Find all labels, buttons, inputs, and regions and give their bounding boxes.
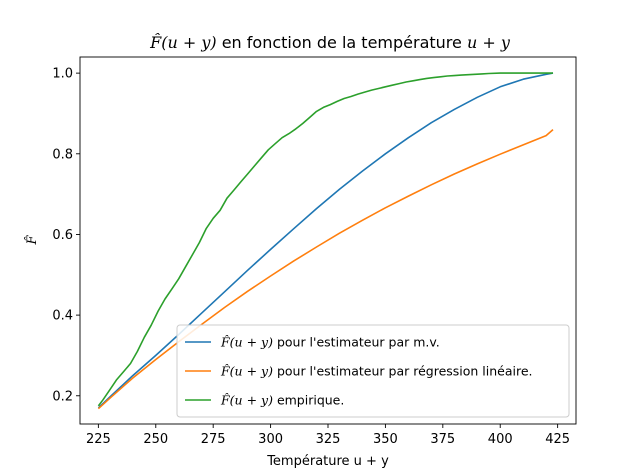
legend-entry-label: empirique.: [273, 393, 344, 408]
legend-entry-math: F̂(u + y): [220, 334, 273, 349]
x-tick-label: 425: [545, 432, 570, 447]
chart-title-math: F̂(u + y): [149, 33, 217, 52]
x-tick-label: 250: [143, 432, 168, 447]
x-tick-label: 350: [373, 432, 398, 447]
x-tick-label: 300: [258, 432, 283, 447]
y-tick-label: 0.4: [52, 309, 73, 324]
legend-entry-label: pour l'estimateur par régression linéair…: [273, 364, 533, 379]
legend-entry-label: pour l'estimateur par m.v.: [273, 335, 440, 350]
y-tick-label: 0.6: [52, 228, 73, 243]
chart-title: F̂(u + y) en fonction de la température …: [149, 33, 511, 52]
plot-area: 225 250 275 300 325 350 375 400 425 0.2 0.4 0.6 0.8 1…: [52, 56, 577, 447]
series-line-1: [97, 128, 554, 410]
x-tick-label: 225: [86, 432, 111, 447]
legend-entry-math: F̂(u + y): [220, 392, 273, 407]
legend-entry-2: F̂(u + y) empirique.: [220, 392, 344, 407]
y-tick-label: 0.8: [52, 147, 73, 162]
legend: F̂(u + y) pour l'estimateur par m.v.F̂(u…: [176, 324, 570, 418]
x-axis-label: Température u + y: [266, 454, 389, 469]
y-tick-label: 0.2: [52, 389, 73, 404]
y-axis-label: F̂: [24, 235, 40, 246]
x-tick-label: 375: [430, 432, 455, 447]
y-tick-label: 1.0: [52, 67, 73, 82]
series-line-0: [97, 72, 554, 409]
series-line-2: [97, 72, 553, 407]
chart-title-math2: u + y: [467, 33, 511, 52]
chart-title-rest: en fonction de la température: [217, 33, 467, 52]
x-tick-label: 325: [316, 432, 341, 447]
legend-entry-1: F̂(u + y) pour l'estimateur par régressi…: [220, 363, 533, 378]
x-tick-label: 275: [201, 432, 226, 447]
legend-entry-0: F̂(u + y) pour l'estimateur par m.v.: [220, 334, 440, 349]
x-tick-label: 400: [488, 432, 513, 447]
legend-box: [176, 324, 570, 418]
legend-entry-math: F̂(u + y): [220, 363, 273, 378]
